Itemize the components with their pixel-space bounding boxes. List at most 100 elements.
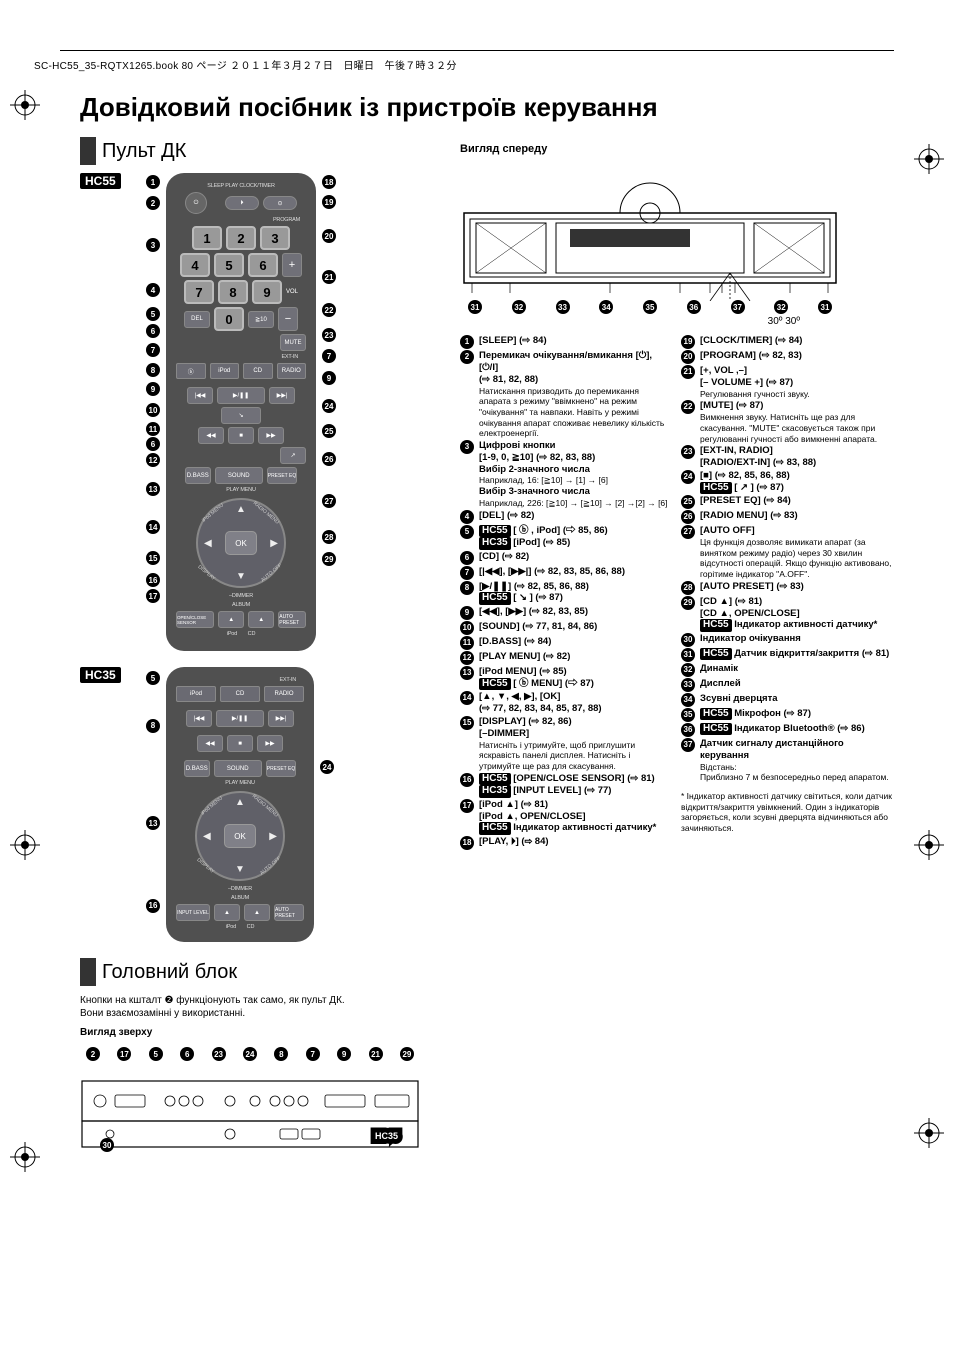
- callout-right-hc55: 18192021222379242526272829: [322, 173, 346, 567]
- desc-entry: 22[MUTE] (⇨ 87)Вимкнення звуку. Натисніт…: [681, 400, 894, 444]
- ff-icon: ▶▶: [257, 735, 283, 752]
- desc-entry: 35HC55 Мікрофон (⇨ 87): [681, 708, 894, 722]
- desc-entry: 30Індикатор очікування: [681, 633, 894, 647]
- front-view-diagram: 313233343536373231 30º 30º: [460, 161, 840, 327]
- callout-number: 7: [146, 343, 160, 357]
- callout-number: 33: [556, 300, 570, 314]
- angle-note: 30º 30º: [460, 316, 840, 327]
- eject-icon: ▲: [244, 904, 270, 921]
- page-title: Довідковий посібник із пристроїв керуван…: [80, 92, 894, 123]
- model-badge-hc35: HC35: [80, 667, 121, 683]
- rew-icon: ◀◀: [198, 427, 224, 444]
- desc-entry: 27[AUTO OFF]Ця функція дозволяє вимикати…: [681, 525, 894, 579]
- callout-number: 13: [460, 666, 474, 680]
- callout-number: 35: [643, 300, 657, 314]
- desc-entry: 28[AUTO PRESET] (⇨ 83): [681, 581, 894, 595]
- callout-number: 31: [468, 300, 482, 314]
- book-header-note: SC-HC55_35-RQTX1265.book 80 ページ ２０１１年３月２…: [0, 57, 954, 72]
- desc-entry: 1[SLEEP] (⇨ 84): [460, 335, 673, 349]
- callout-number: 32: [512, 300, 526, 314]
- remote-hc35-body: EXT-IN iPodCDRADIO |◀◀▶/❚❚▶▶| ◀◀■▶▶ D.BA…: [166, 667, 314, 942]
- remote-hc55-diagram: HC55 12345678910116121314151617 SLEEP PL…: [80, 173, 440, 651]
- desc-entry: 18[PLAY, ⏵] (⇨ 84): [460, 836, 673, 850]
- desc-entry: 8[▶/❚❚] (⇨ 82, 85, 86, 88)HC55 [ ↘ ] (⇨ …: [460, 581, 673, 605]
- desc-entry: 13[iPod MENU] (⇨ 85)HC55 [ ⓑ MENU] (⇨ 87…: [460, 666, 673, 690]
- desc-entry: 32Динамік: [681, 663, 894, 677]
- nav-wheel: iPod MENU RADIO MENU ▲▼◀▶ OK DISPLAY AUT…: [196, 498, 286, 588]
- desc-entry: 19[CLOCK/TIMER] (⇨ 84): [681, 335, 894, 349]
- desc-entry: 16HC55 [OPEN/CLOSE SENSOR] (⇨ 81)HC35 [I…: [460, 773, 673, 798]
- callout-number: 3: [460, 440, 474, 454]
- desc-entry: 25[PRESET EQ] (⇨ 84): [681, 495, 894, 509]
- callout-number: 1: [146, 175, 160, 189]
- callout-number: 21: [322, 270, 336, 284]
- desc-entry: 4[DEL] (⇨ 82): [460, 510, 673, 524]
- desc-entry: 10[SOUND] (⇨ 77, 81, 84, 86): [460, 621, 673, 635]
- callout-number: 18: [460, 836, 474, 850]
- callout-number: 21: [369, 1047, 383, 1061]
- desc-entry: 21[+, VOL ,–][– VOLUME +] (⇨ 87)Регулюва…: [681, 365, 894, 399]
- callout-number: 20: [322, 229, 336, 243]
- top-view-svg: HC35: [80, 1063, 420, 1153]
- callout-number: 28: [322, 530, 336, 544]
- desc-entry: 20[PROGRAM] (⇨ 82, 83): [681, 350, 894, 364]
- top-view-label: Вигляд зверху: [80, 1026, 440, 1039]
- callout-number: 25: [681, 495, 695, 509]
- clock-icon: ⊙: [263, 196, 297, 210]
- callout-number: 9: [146, 382, 160, 396]
- callout-number: 16: [460, 773, 474, 787]
- callout-number: 7: [460, 566, 474, 580]
- callout-number: 14: [146, 520, 160, 534]
- callout-number: 16: [146, 573, 160, 587]
- callout-number: 22: [681, 400, 695, 414]
- nav-wheel: iPod MENU RADIO MENU ▲▼◀▶ OK DISPLAY AUT…: [195, 791, 285, 881]
- desc-entry: 24[■] (⇨ 82, 85, 86, 88)HC55 [ ↗ ] (⇨ 87…: [681, 470, 894, 494]
- callout-number: 8: [274, 1047, 288, 1061]
- stop-icon: ■: [228, 427, 254, 444]
- power-icon: ⏻: [185, 192, 207, 214]
- callout-number: 5: [146, 307, 160, 321]
- callout-number: 37: [731, 300, 745, 314]
- callout-number: 18: [322, 175, 336, 189]
- return-icon: ↘: [221, 407, 261, 424]
- callout-number: 24: [322, 399, 336, 413]
- callout-number: 5: [146, 671, 160, 685]
- desc-entry: 7[|◀◀], [▶▶|] (⇨ 82, 83, 85, 86, 88): [460, 566, 673, 580]
- desc-entry: 15[DISPLAY] (⇨ 82, 86)[–DIMMER]Натисніть…: [460, 716, 673, 772]
- callout-number: 9: [322, 371, 336, 385]
- stop-icon: ■: [227, 735, 253, 752]
- callout-number: 6: [146, 324, 160, 338]
- callout-number: 15: [460, 716, 474, 730]
- callout-number: 32: [774, 300, 788, 314]
- desc-entry: 37Датчик сигналу дистанційного керування…: [681, 738, 894, 783]
- model-badge-hc55: HC55: [80, 173, 121, 189]
- callout-number: 27: [681, 525, 695, 539]
- desc-entry: 23[EXT-IN, RADIO][RADIO/EXT-IN] (⇨ 83, 8…: [681, 445, 894, 469]
- section-main-unit: Головний блок: [80, 958, 440, 986]
- desc-entry: 9[◀◀], [▶▶] (⇨ 82, 83, 85): [460, 606, 673, 620]
- callout-number: 26: [322, 452, 336, 466]
- main-note: Вони взаємозамінні у використанні.: [80, 1007, 440, 1020]
- callout-number: 11: [460, 636, 474, 650]
- callout-number: 30: [100, 1138, 114, 1152]
- callout-number: 2: [460, 350, 474, 364]
- eject-icon: ▲: [248, 611, 274, 628]
- desc-entry: 31HC55 Датчик відкриття/закриття (⇨ 81): [681, 648, 894, 662]
- callout-number: 23: [322, 328, 336, 342]
- callout-number: 24: [243, 1047, 257, 1061]
- callout-number: 10: [146, 403, 160, 417]
- callout-number: 2: [86, 1047, 100, 1061]
- callout-number: 4: [146, 283, 160, 297]
- link-icon: ↗: [280, 447, 306, 464]
- remote-hc35-diagram: HC35 581316 EXT-IN iPodCDRADIO |◀◀▶/❚❚▶▶…: [80, 667, 440, 942]
- next-icon: ▶▶|: [268, 710, 294, 727]
- callout-number: 20: [681, 350, 695, 364]
- callout-number: 36: [687, 300, 701, 314]
- callout-number: 30: [681, 633, 695, 647]
- callout-number: 6: [460, 551, 474, 565]
- callout-number: 34: [599, 300, 613, 314]
- callout-number: 11: [146, 422, 160, 436]
- bt-icon: ⓑ: [176, 363, 206, 379]
- callout-number: 8: [460, 581, 474, 595]
- callout-number: 1: [460, 335, 474, 349]
